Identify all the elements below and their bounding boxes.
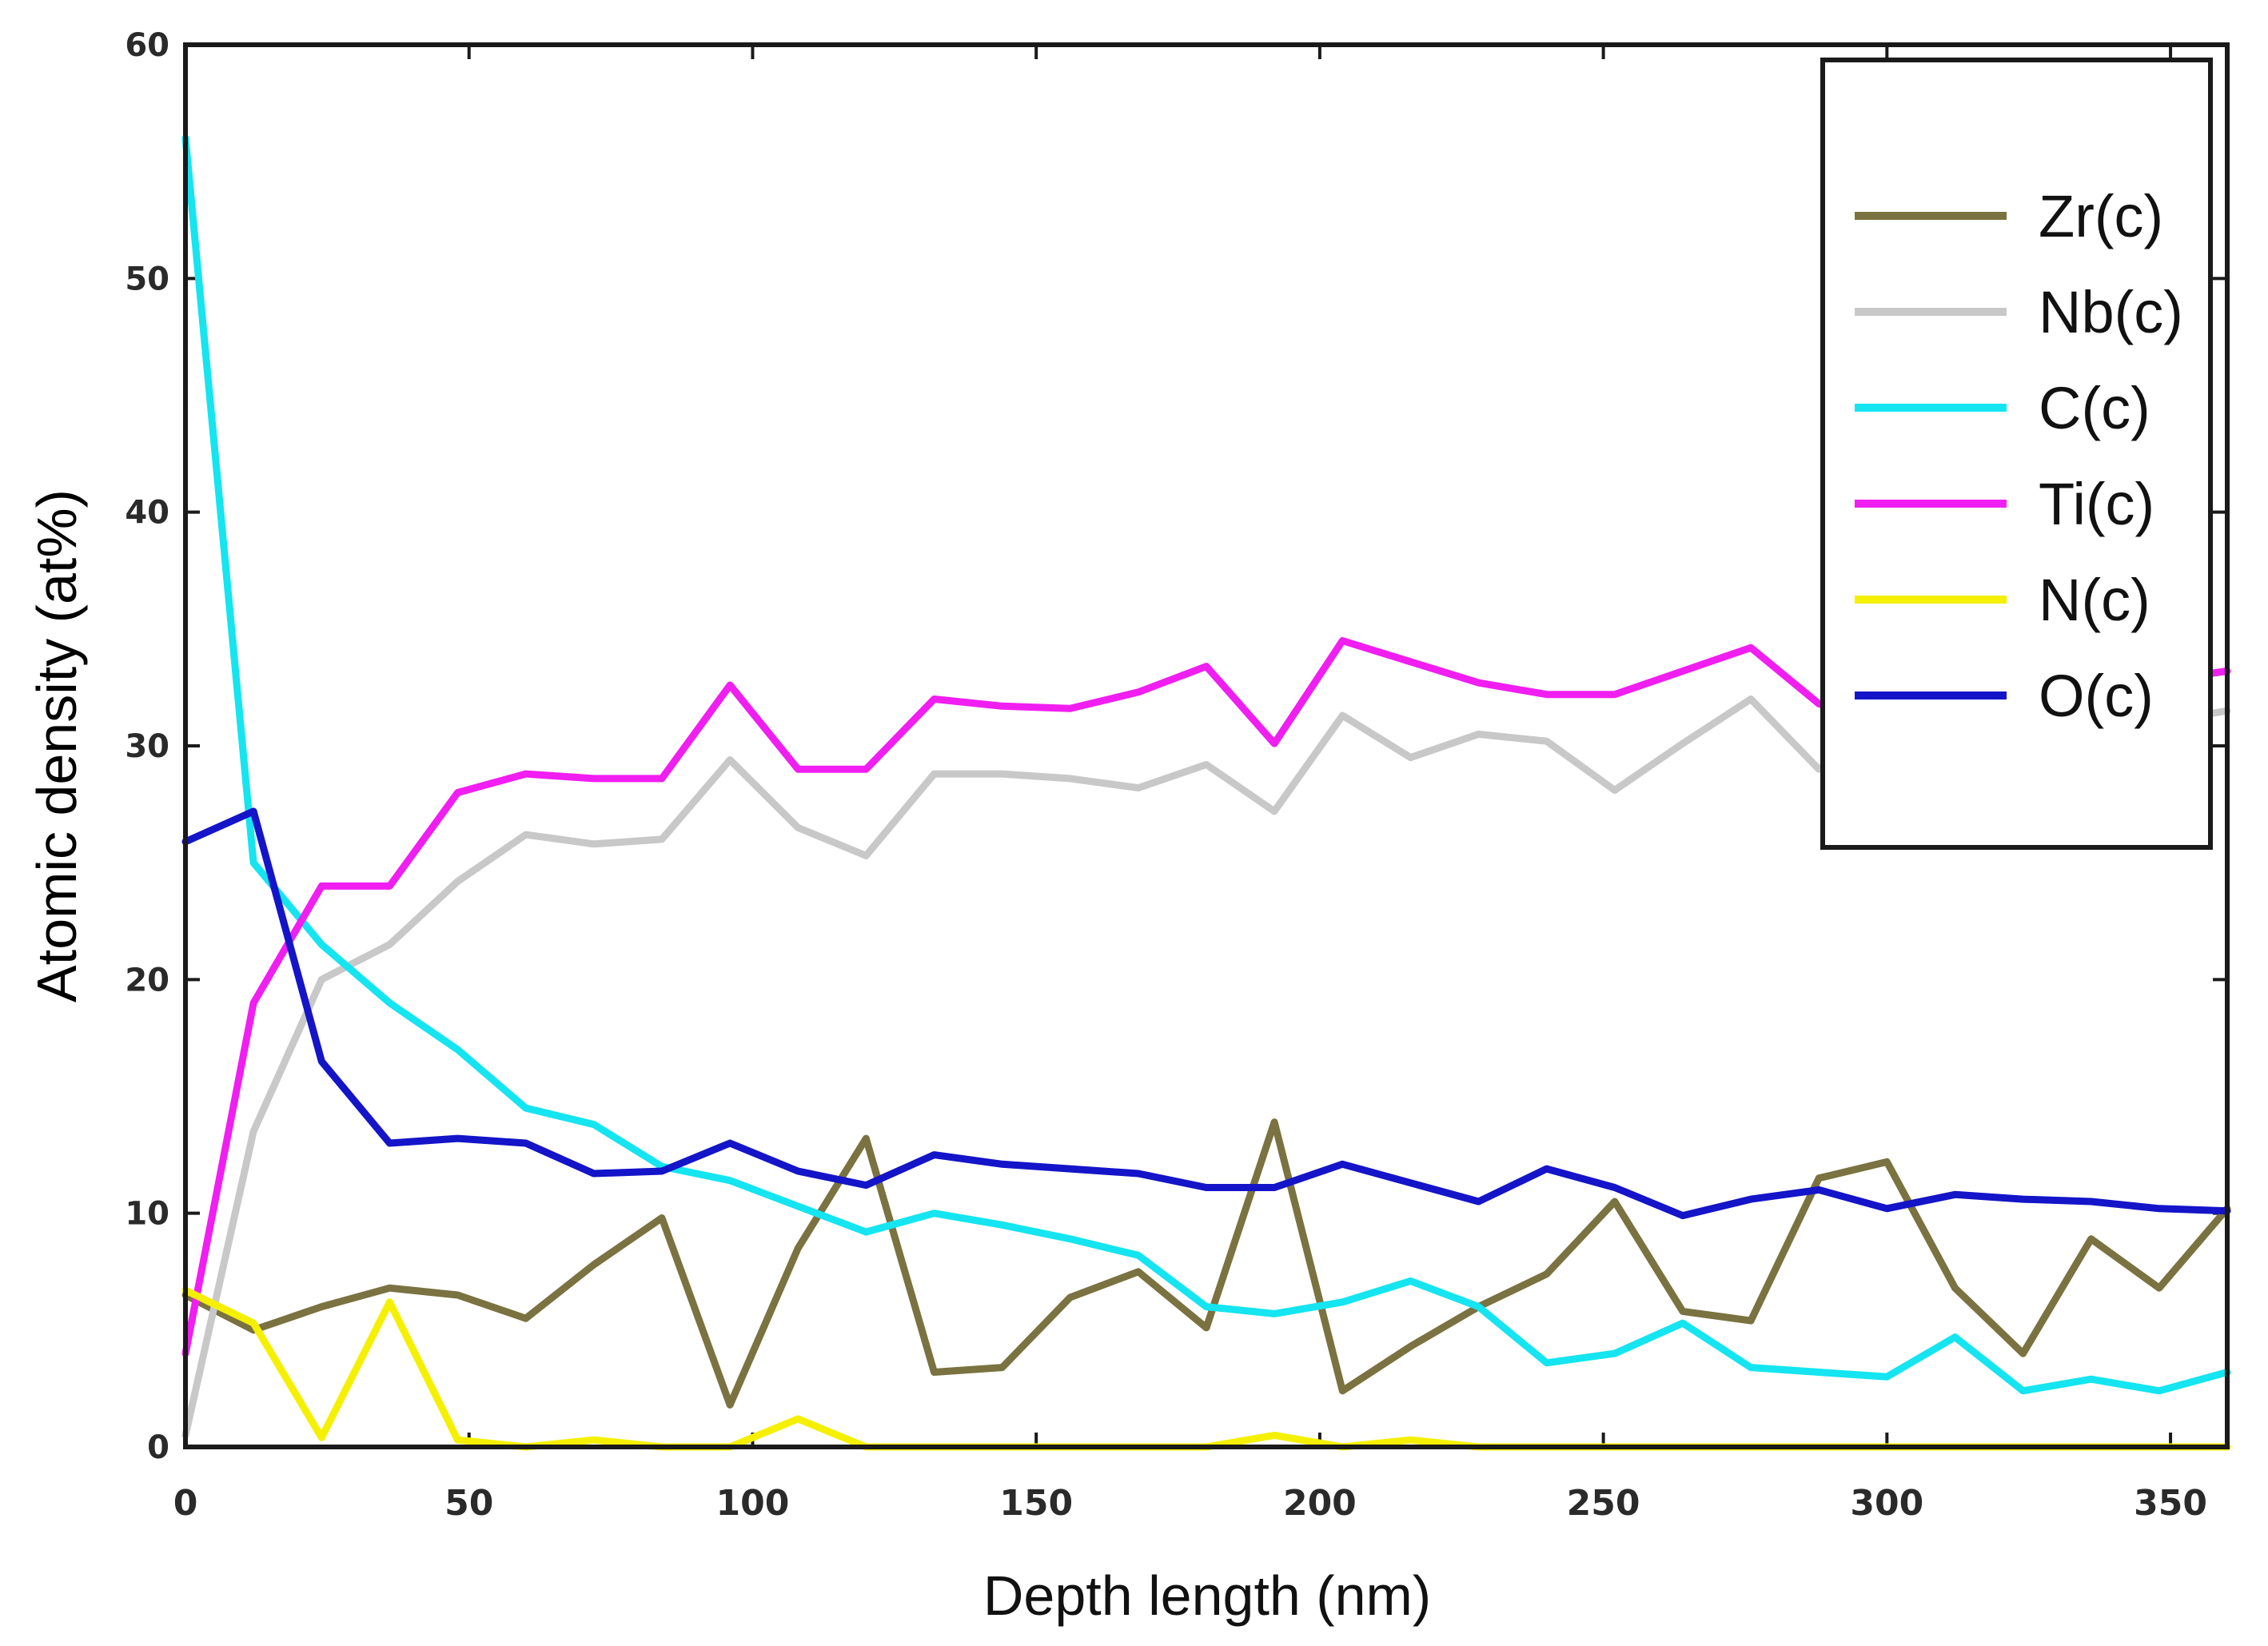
x-axis-label: Depth length (nm) (983, 1564, 1431, 1627)
x-tick-label: 200 (1283, 1483, 1357, 1524)
legend-label-nb-c: Nb(c) (2039, 279, 2183, 345)
y-tick-label: 40 (125, 495, 169, 532)
plot-frame (183, 42, 2230, 1449)
x-tick-label: 50 (444, 1483, 493, 1524)
y-tick-label: 50 (125, 261, 169, 297)
y-tick-label: 20 (125, 962, 169, 998)
legend-box (1820, 58, 2213, 850)
series-line-zr-c (181, 1118, 2231, 1409)
y-axis-ticks: 0 10 20 30 40 50 60 (125, 27, 2227, 1466)
legend-label-n-c: N(c) (2039, 567, 2150, 633)
legend: Zr(c) Nb(c) C(c) Ti(c) N(c) O(c) (1820, 58, 2213, 850)
x-tick-label: 350 (2134, 1483, 2207, 1524)
series-line-c-c (181, 134, 2231, 1395)
x-axis-ticks: 0 50 100 150 200 250 300 350 (173, 45, 2207, 1524)
x-tick-label: 100 (716, 1483, 790, 1524)
y-axis-label: Atomic density (at%) (26, 489, 88, 1002)
legend-label-c-c: C(c) (2039, 375, 2150, 441)
legend-label-o-c: O(c) (2039, 663, 2154, 729)
x-tick-label: 150 (999, 1483, 1073, 1524)
x-tick-label: 300 (1850, 1483, 1923, 1524)
x-tick-label: 250 (1567, 1483, 1640, 1524)
y-tick-label: 0 (147, 1429, 169, 1466)
legend-label-zr-c: Zr(c) (2039, 183, 2163, 249)
y-tick-label: 60 (125, 27, 169, 64)
y-tick-label: 30 (125, 728, 169, 765)
series-line-o-c (181, 807, 2231, 1220)
y-tick-label: 10 (125, 1196, 169, 1233)
legend-label-ti-c: Ti(c) (2039, 471, 2154, 537)
x-tick-label: 0 (173, 1483, 198, 1524)
